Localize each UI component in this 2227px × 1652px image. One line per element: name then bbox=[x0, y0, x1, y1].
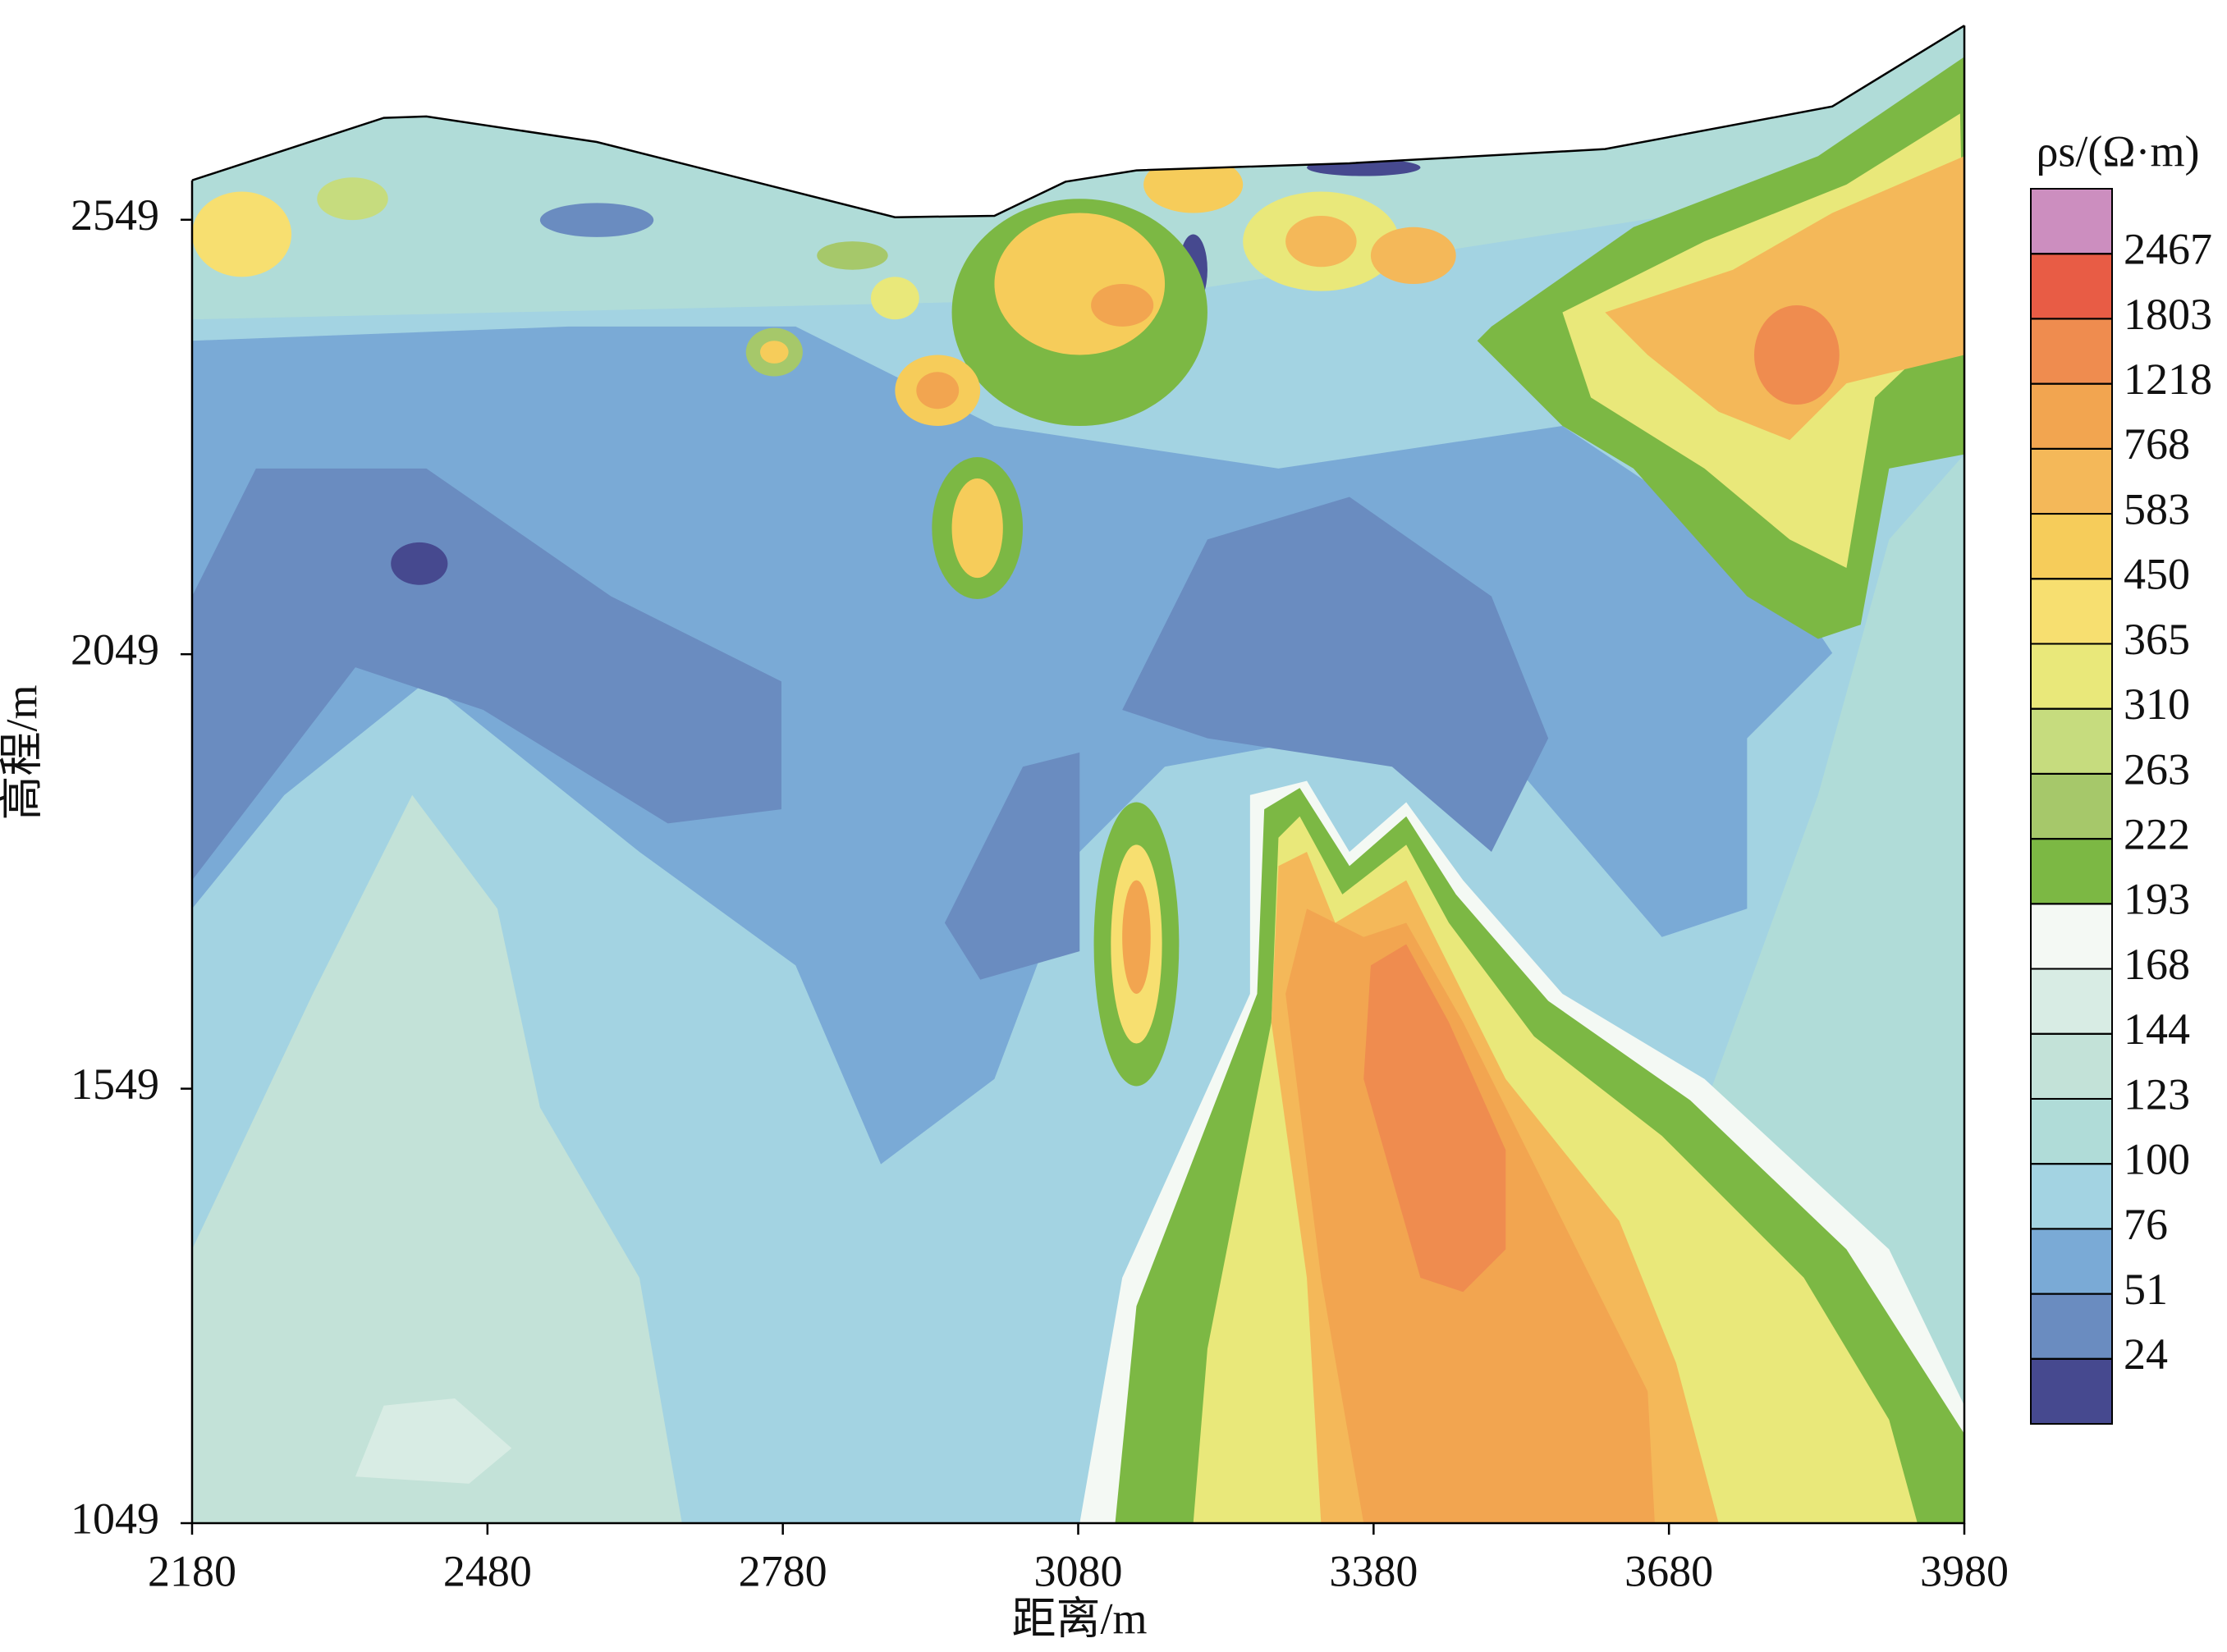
colorbar-box bbox=[2030, 318, 2113, 385]
colorbar-box bbox=[2030, 643, 2113, 710]
contour-region bbox=[192, 794, 682, 1524]
colorbar-tick-label: 100 bbox=[2124, 1135, 2190, 1184]
y-tick-label: 1049 bbox=[71, 1494, 159, 1543]
colorbar-tick-label: 450 bbox=[2124, 550, 2190, 599]
x-tick-label: 3380 bbox=[1329, 1546, 1418, 1595]
contour-region bbox=[1370, 227, 1456, 284]
colorbar-box bbox=[2030, 903, 2113, 970]
colorbar-box bbox=[2030, 1097, 2113, 1165]
contour-region bbox=[994, 213, 1166, 355]
contour-region bbox=[539, 203, 654, 237]
contour-region bbox=[817, 241, 888, 270]
colorbar-tick-label: 168 bbox=[2124, 940, 2190, 989]
colorbar-box bbox=[2030, 1293, 2113, 1360]
colorbar-tick-label: 768 bbox=[2124, 419, 2190, 469]
x-tick-label: 2780 bbox=[739, 1546, 827, 1595]
contour-region bbox=[951, 478, 1003, 579]
contour-region bbox=[317, 177, 388, 221]
contour-region bbox=[391, 542, 448, 585]
y-tick-label: 2549 bbox=[71, 190, 159, 240]
colorbar-box bbox=[2030, 1228, 2113, 1295]
colorbar-tick-label: 583 bbox=[2124, 484, 2190, 533]
contour-region bbox=[944, 752, 1080, 980]
colorbar-box bbox=[2030, 1163, 2113, 1230]
colorbar-tick-label: 310 bbox=[2124, 680, 2190, 729]
colorbar-tick-label: 1218 bbox=[2124, 355, 2212, 404]
contour-region bbox=[1122, 497, 1549, 852]
x-axis-label: 距离/m bbox=[1011, 1594, 1147, 1643]
contour-region bbox=[916, 372, 960, 410]
colorbar-box bbox=[2030, 578, 2113, 645]
contour-region bbox=[1363, 944, 1506, 1293]
contour-region bbox=[1143, 156, 1244, 213]
y-tick-label: 2049 bbox=[71, 625, 159, 675]
contour-region bbox=[1122, 880, 1151, 995]
y-axis-label: 高程/m bbox=[0, 684, 46, 820]
contour-region bbox=[355, 1398, 512, 1484]
x-tick-label: 3980 bbox=[1920, 1546, 2009, 1595]
colorbar-box bbox=[2030, 188, 2113, 255]
colorbar-box bbox=[2030, 447, 2113, 515]
contour-field bbox=[192, 25, 1965, 1524]
x-tick-label: 3080 bbox=[1034, 1546, 1123, 1595]
colorbar-box bbox=[2030, 382, 2113, 450]
colorbar-box bbox=[2030, 1032, 2113, 1100]
colorbar-box bbox=[2030, 1357, 2113, 1425]
contour-region bbox=[1285, 215, 1357, 268]
colorbar-box bbox=[2030, 707, 2113, 775]
colorbar-label: ρs/(Ω·m) bbox=[2036, 126, 2199, 176]
colorbar-tick-label: 76 bbox=[2124, 1200, 2168, 1249]
colorbar-box bbox=[2030, 838, 2113, 905]
contour-region bbox=[760, 341, 789, 364]
contour-region bbox=[870, 277, 919, 320]
contour-region bbox=[1091, 284, 1154, 327]
colorbar-tick-label: 144 bbox=[2124, 1004, 2190, 1054]
colorbar-tick-label: 51 bbox=[2124, 1265, 2168, 1314]
x-tick-label: 2180 bbox=[148, 1546, 236, 1595]
colorbar-box bbox=[2030, 253, 2113, 320]
colorbar-box bbox=[2030, 772, 2113, 840]
colorbar-box bbox=[2030, 968, 2113, 1035]
colorbar-box bbox=[2030, 513, 2113, 580]
contour-region bbox=[1754, 304, 1840, 405]
contour-region bbox=[192, 191, 292, 277]
contour-region bbox=[192, 326, 1833, 1165]
colorbar-tick-label: 123 bbox=[2124, 1069, 2190, 1119]
colorbar-tick-label: 222 bbox=[2124, 809, 2190, 858]
colorbar-tick-label: 24 bbox=[2124, 1329, 2168, 1379]
contour-region bbox=[192, 468, 781, 881]
x-tick-label: 2480 bbox=[443, 1546, 532, 1595]
y-tick-label: 1549 bbox=[71, 1059, 159, 1109]
colorbar-tick-label: 263 bbox=[2124, 744, 2190, 794]
colorbar-tick-label: 2467 bbox=[2124, 225, 2212, 274]
colorbar-tick-label: 193 bbox=[2124, 875, 2190, 924]
x-tick-label: 3680 bbox=[1624, 1546, 1713, 1595]
colorbar-tick-label: 365 bbox=[2124, 615, 2190, 664]
colorbar-tick-label: 1803 bbox=[2124, 290, 2212, 339]
contour-region bbox=[1605, 156, 1965, 441]
terrain-line bbox=[191, 25, 1965, 218]
